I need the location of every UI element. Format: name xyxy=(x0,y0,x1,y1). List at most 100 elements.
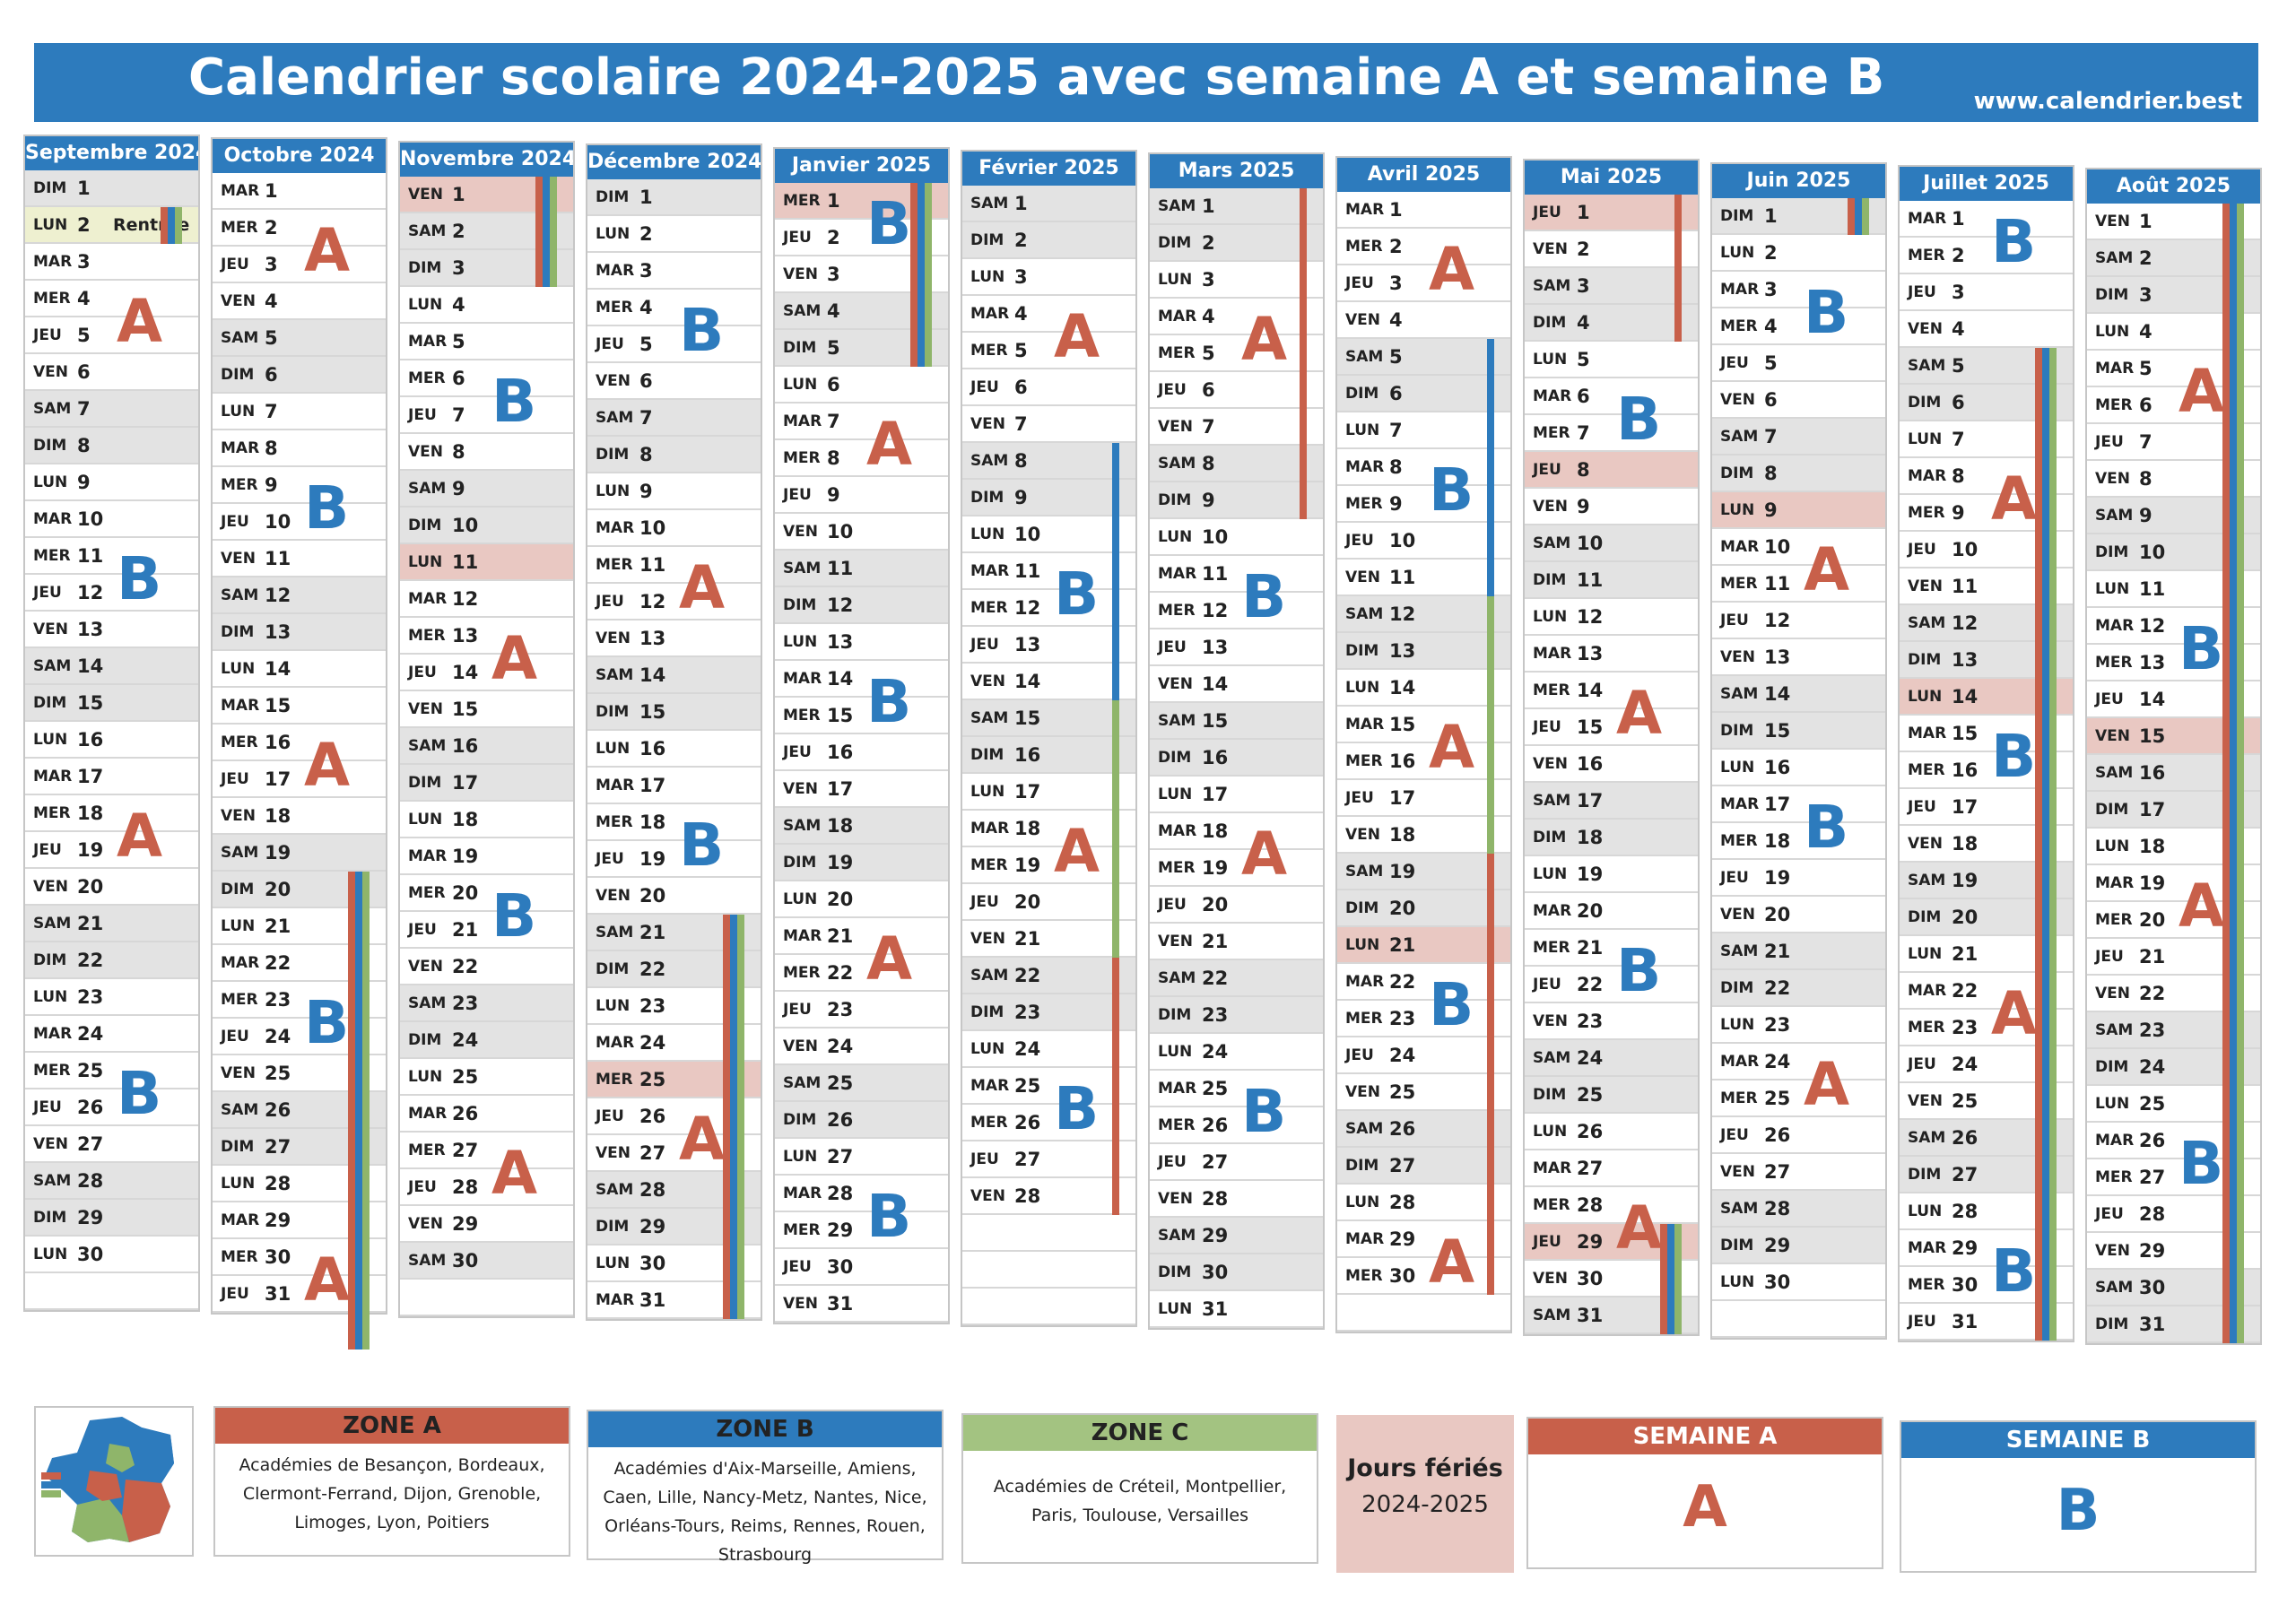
day-row: JEU 13 xyxy=(962,627,1135,664)
day-number: 13 xyxy=(639,628,666,649)
day-number: 10 xyxy=(77,508,104,530)
month-title: Juillet 2025 xyxy=(1900,167,2073,201)
day-name: DIM xyxy=(1533,1086,1567,1104)
day-row: SAM 7 xyxy=(1712,419,1885,456)
day-number: 15 xyxy=(265,695,291,716)
week-letter-a: A xyxy=(1241,305,1288,374)
day-number: 26 xyxy=(639,1106,666,1127)
day-name: JEU xyxy=(1720,354,1749,372)
day-number: 1 xyxy=(827,190,840,212)
day-name: LUN xyxy=(970,783,1005,801)
day-row: LUN 11 xyxy=(400,544,573,581)
day-number: 13 xyxy=(1014,634,1041,655)
day-name: MER xyxy=(2095,911,2133,929)
day-name: JEU xyxy=(970,893,999,911)
day-name: JEU xyxy=(1533,976,1561,994)
day-number: 3 xyxy=(1764,279,1778,300)
day-number: 4 xyxy=(1577,312,1590,334)
day-name: DIM xyxy=(33,951,67,969)
day-name: VEN xyxy=(1720,906,1755,924)
day-row: MAR 15 xyxy=(1900,716,2073,752)
day-name: JEU xyxy=(970,378,999,396)
day-number: 25 xyxy=(827,1072,854,1094)
day-name: MAR xyxy=(2095,617,2135,635)
day-number: 12 xyxy=(1764,610,1791,631)
day-row: MAR 10 xyxy=(587,510,761,547)
day-name: LUN xyxy=(1345,421,1380,439)
day-name: MER xyxy=(783,1221,821,1239)
day-name: JEU xyxy=(2095,1205,2124,1223)
day-row: MER 2 xyxy=(1337,229,1510,265)
day-number: 16 xyxy=(1202,747,1229,768)
day-row: VEN 7 xyxy=(1150,409,1323,446)
day-row: JEU 12 xyxy=(1712,603,1885,639)
day-name: MAR xyxy=(221,1211,260,1229)
day-number: 31 xyxy=(1952,1311,1979,1332)
day-name: MER xyxy=(970,856,1008,874)
day-row: SAM 3 xyxy=(1525,268,1698,305)
day-name: VEN xyxy=(408,186,443,204)
day-number: 11 xyxy=(77,545,104,567)
day-number: 16 xyxy=(1389,751,1416,772)
week-letter-b: B xyxy=(1991,722,2037,791)
day-name: JEU xyxy=(1533,461,1561,479)
day-row: MAR 8 xyxy=(1337,449,1510,486)
day-row: MER 13 xyxy=(2087,645,2260,681)
day-number: 9 xyxy=(452,478,465,499)
day-number: 6 xyxy=(1577,386,1590,407)
day-name: DIM xyxy=(783,854,817,872)
day-row: MAR 1 xyxy=(213,173,386,210)
day-number: 5 xyxy=(1389,346,1403,368)
day-name: JEU xyxy=(221,256,249,273)
semaine-b-letter: B xyxy=(2056,1478,2100,1544)
day-number: 3 xyxy=(265,254,278,275)
day-row: LUN 9 xyxy=(1712,492,1885,529)
vacation-bar-za xyxy=(1487,854,1494,1295)
day-name: LUN xyxy=(1158,1300,1193,1318)
day-row: SAM 14 xyxy=(25,648,198,685)
day-row: MER 4 xyxy=(25,281,198,317)
day-name: SAM xyxy=(33,657,72,675)
month-column: Mars 2025 SAM 1 DIM 2 LUN 3 MAR 4 MER 5 JEU 6 VEN 7 SAM… xyxy=(1148,152,1325,1330)
day-name: MER xyxy=(1720,1089,1758,1107)
day-number: 29 xyxy=(452,1213,479,1235)
day-name: MER xyxy=(970,1114,1008,1132)
day-name: MER xyxy=(970,599,1008,617)
day-number: 2 xyxy=(452,221,465,242)
day-number: 17 xyxy=(639,775,666,796)
day-number: 11 xyxy=(1389,567,1416,588)
day-row: LUN 16 xyxy=(587,731,761,768)
day-number: 27 xyxy=(265,1136,291,1158)
day-row: MER 11 xyxy=(587,547,761,584)
day-row: DIM 30 xyxy=(1150,1254,1323,1291)
day-row: VEN 29 xyxy=(2087,1233,2260,1270)
day-row: SAM 29 xyxy=(1150,1218,1323,1254)
day-row: MER 16 xyxy=(1337,743,1510,780)
month-title: Février 2025 xyxy=(962,152,1135,186)
day-number: 14 xyxy=(1014,671,1041,692)
day-row: MAR 22 xyxy=(213,945,386,982)
day-name: DIM xyxy=(408,516,442,534)
day-name: DIM xyxy=(783,1111,817,1129)
vacation-bar-zc xyxy=(2049,348,2057,1341)
day-name: MER xyxy=(408,369,446,387)
day-name: VEN xyxy=(33,1135,68,1153)
day-number: 1 xyxy=(452,184,465,205)
zone-b-legend: ZONE B Académies d'Aix-Marseille, Amiens… xyxy=(587,1410,944,1565)
day-name: JEU xyxy=(1720,1126,1749,1144)
day-name: LUN xyxy=(1158,1043,1193,1061)
day-name: MAR xyxy=(1345,973,1385,991)
day-name: VEN xyxy=(783,265,818,283)
day-number: 30 xyxy=(1389,1265,1416,1287)
day-name: MER xyxy=(33,290,71,308)
day-row: MAR 14 xyxy=(775,661,948,698)
day-name: VEN xyxy=(2095,213,2130,230)
day-number: 16 xyxy=(827,742,854,763)
day-name: JEU xyxy=(408,1178,437,1196)
day-row: VEN 14 xyxy=(962,664,1135,700)
day-name: JEU xyxy=(33,326,62,344)
day-name: MER xyxy=(1908,1276,1945,1294)
week-letter-b: B xyxy=(117,544,162,613)
day-row: JEU 24 xyxy=(1900,1046,2073,1083)
day-number: 20 xyxy=(1202,894,1229,916)
